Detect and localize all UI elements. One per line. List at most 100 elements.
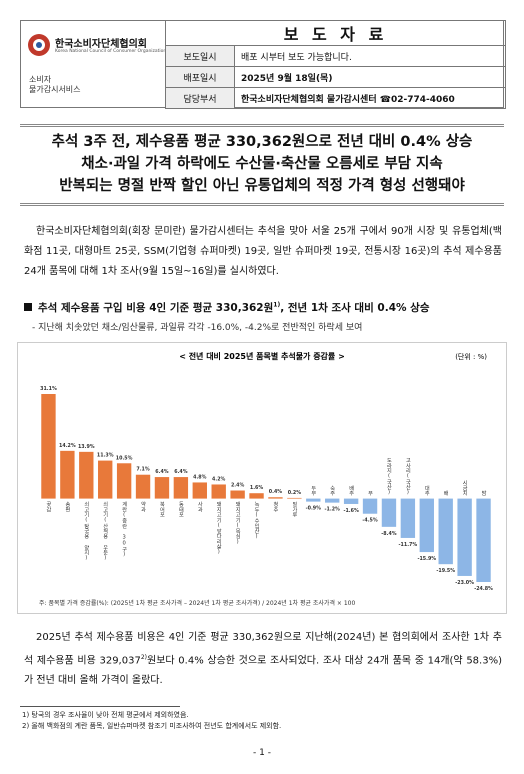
category-label: 시금치 [462, 480, 468, 497]
bar [230, 490, 245, 499]
data-label: -4.5% [362, 518, 377, 524]
bar [381, 498, 397, 527]
bar [173, 477, 189, 499]
footnote: 1) 탕국의 경우 조사율이 낮아 전체 평균에서 제외하였음. [22, 711, 189, 719]
page-number: - 1 - [253, 748, 271, 758]
org-name-en: Korea National Council of Consumer Organ… [55, 49, 169, 54]
category-label: 약과 [140, 500, 146, 513]
category-label: 배추 [348, 484, 354, 497]
data-label: -19.5% [436, 568, 455, 574]
chart-unit: (단위 : %) [455, 352, 487, 361]
row-value: 한국소비자단체협의회 물가감시센터 ☎02-774-4060 [234, 87, 506, 109]
data-label: 7.1% [136, 467, 149, 473]
footnote: 2) 올해 백화점의 계란 품목, 일반슈퍼마켓 참조기 미조사하여 전년도 합… [22, 722, 282, 730]
data-label: -8.4% [381, 531, 396, 537]
data-label: -11.7% [399, 542, 418, 548]
data-label: 31.1% [40, 386, 57, 392]
category-label: 돼지고기(앞다리살) [216, 500, 222, 555]
data-label: 11.3% [97, 453, 114, 459]
bar [287, 497, 302, 499]
row-value: 배포 시부터 보도 가능합니다. [234, 45, 506, 67]
row-label: 배포일시 [165, 66, 235, 88]
bar [306, 498, 321, 502]
bar [154, 477, 170, 499]
bar [400, 498, 416, 538]
data-label: -23.0% [455, 580, 474, 586]
section-heading: 추석 제수용품 구입 비용 4인 기준 평균 330,362원1), 전년 1차… [24, 300, 504, 315]
headline-line: 반복되는 명절 반짝 할인 아닌 유통업체의 적정 가격 형성 선행돼야 [59, 178, 465, 194]
category-label: 북어포 [159, 501, 165, 517]
category-label: 계란(중란 30구) [121, 500, 127, 557]
bar [362, 498, 378, 514]
service-name: 소비자 물가감시서비스 [29, 75, 81, 95]
body-paragraph: 2025년 추석 제수용품 비용은 4인 기준 평균 330,362원으로 지난… [24, 628, 502, 691]
category-label: 밤 [481, 489, 487, 496]
data-label: -1.2% [325, 507, 340, 513]
category-label: 쇠고기(탕국용 양지) [83, 500, 89, 561]
headline-line: 추석 3주 전, 제수용품 평균 330,362원으로 전년 대비 0.4% 상… [51, 134, 473, 150]
data-label: 13.9% [78, 444, 95, 450]
category-label: 숙주 [329, 484, 335, 497]
bar [268, 497, 283, 499]
category-label: 동태포 [178, 501, 184, 517]
category-label: 두부 [310, 485, 316, 497]
footnote-rule [20, 706, 180, 707]
chart-note: 주: 품목별 가격 증감률(%): (2025년 1차 평균 조사가격 – 20… [39, 599, 355, 607]
category-label: 대추 [424, 484, 430, 497]
bar [211, 484, 226, 499]
footnote-ref: 2) [140, 654, 147, 661]
bar [60, 450, 75, 499]
row-value: 2025년 9월 18일(목) [234, 66, 506, 88]
intro-paragraph: 한국소비자단체협의회(회장 문미란) 물가감시센터는 추석을 맞아 서울 25개… [24, 226, 502, 277]
header-box: 한국소비자단체협의회 Korea National Council of Con… [20, 20, 506, 109]
bar [192, 482, 207, 499]
header-table: 보 도 자 료 보도일시 배포 시부터 보도 가능합니다. 배포일시 2025년 9… [165, 20, 506, 109]
section-sub: - 지난해 치솟았던 채소/임산물류, 과일류 각각 -16.0%, -4.2%… [32, 323, 363, 333]
bar [98, 460, 113, 499]
category-label: 녹두(수입산) [254, 501, 260, 539]
category-label: 도라지(국산) [386, 457, 392, 495]
data-label: 4.8% [193, 474, 206, 480]
bar [476, 498, 491, 582]
logo-emblem [28, 34, 50, 56]
chart: < 전년 대비 2025년 품목별 추석물가 증감률 > (단위 : %) 주:… [17, 342, 507, 614]
footnote-ref: 1) [273, 301, 281, 309]
category-label: 고사리(국산) [405, 457, 411, 495]
row-label: 담당부서 [165, 87, 235, 109]
data-label: 14.2% [59, 443, 76, 449]
category-label: 돼지고기(목심) [235, 500, 241, 545]
category-label: 배 [443, 489, 449, 497]
data-label: 0.4% [269, 489, 282, 495]
body-text: 2025년 추석 제수용품 비용은 4인 기준 평균 330,362원으로 지난… [24, 632, 502, 667]
info-row: 담당부서 한국소비자단체협의회 물가감시센터 ☎02-774-4060 [165, 87, 506, 109]
data-label: -1.6% [343, 508, 358, 514]
data-label: 4.2% [212, 476, 225, 482]
release-title: 보 도 자 료 [165, 20, 506, 46]
info-row: 배포일시 2025년 9월 18일(목) [165, 66, 506, 88]
info-row: 보도일시 배포 시부터 보도 가능합니다. [165, 45, 506, 67]
data-label: -15.9% [417, 556, 436, 562]
title-row: 보 도 자 료 [165, 20, 506, 46]
category-label: 송편 [64, 500, 70, 512]
row-label: 보도일시 [165, 45, 235, 67]
footnotes: 1) 탕국의 경우 조사율이 낮아 전체 평균에서 제외하였음. 2) 올해 백… [22, 710, 281, 732]
service-line: 물가감시서비스 [29, 85, 81, 94]
bar [79, 451, 94, 499]
category-label: 쇠고기(산적용 우둔) [102, 500, 108, 561]
heading-text: , 전년 1차 조사 대비 0.4% 상승 [280, 302, 430, 314]
category-label: 무 [367, 490, 373, 497]
org-name: 한국소비자단체협의회 [55, 39, 147, 50]
category-label: 사과 [197, 500, 203, 513]
data-label: 6.4% [155, 469, 168, 475]
bar [457, 498, 472, 576]
bar [438, 498, 453, 565]
heading-text: 추석 제수용품 구입 비용 4인 기준 평균 330,362원 [38, 302, 274, 314]
category-label: 청주 [272, 501, 278, 513]
data-label: -0.9% [306, 506, 321, 512]
bar [325, 498, 340, 503]
category-label: 곶감 [45, 501, 51, 512]
data-label: 6.4% [174, 469, 187, 475]
service-line: 소비자 [29, 75, 52, 84]
bullet-square [24, 303, 32, 311]
